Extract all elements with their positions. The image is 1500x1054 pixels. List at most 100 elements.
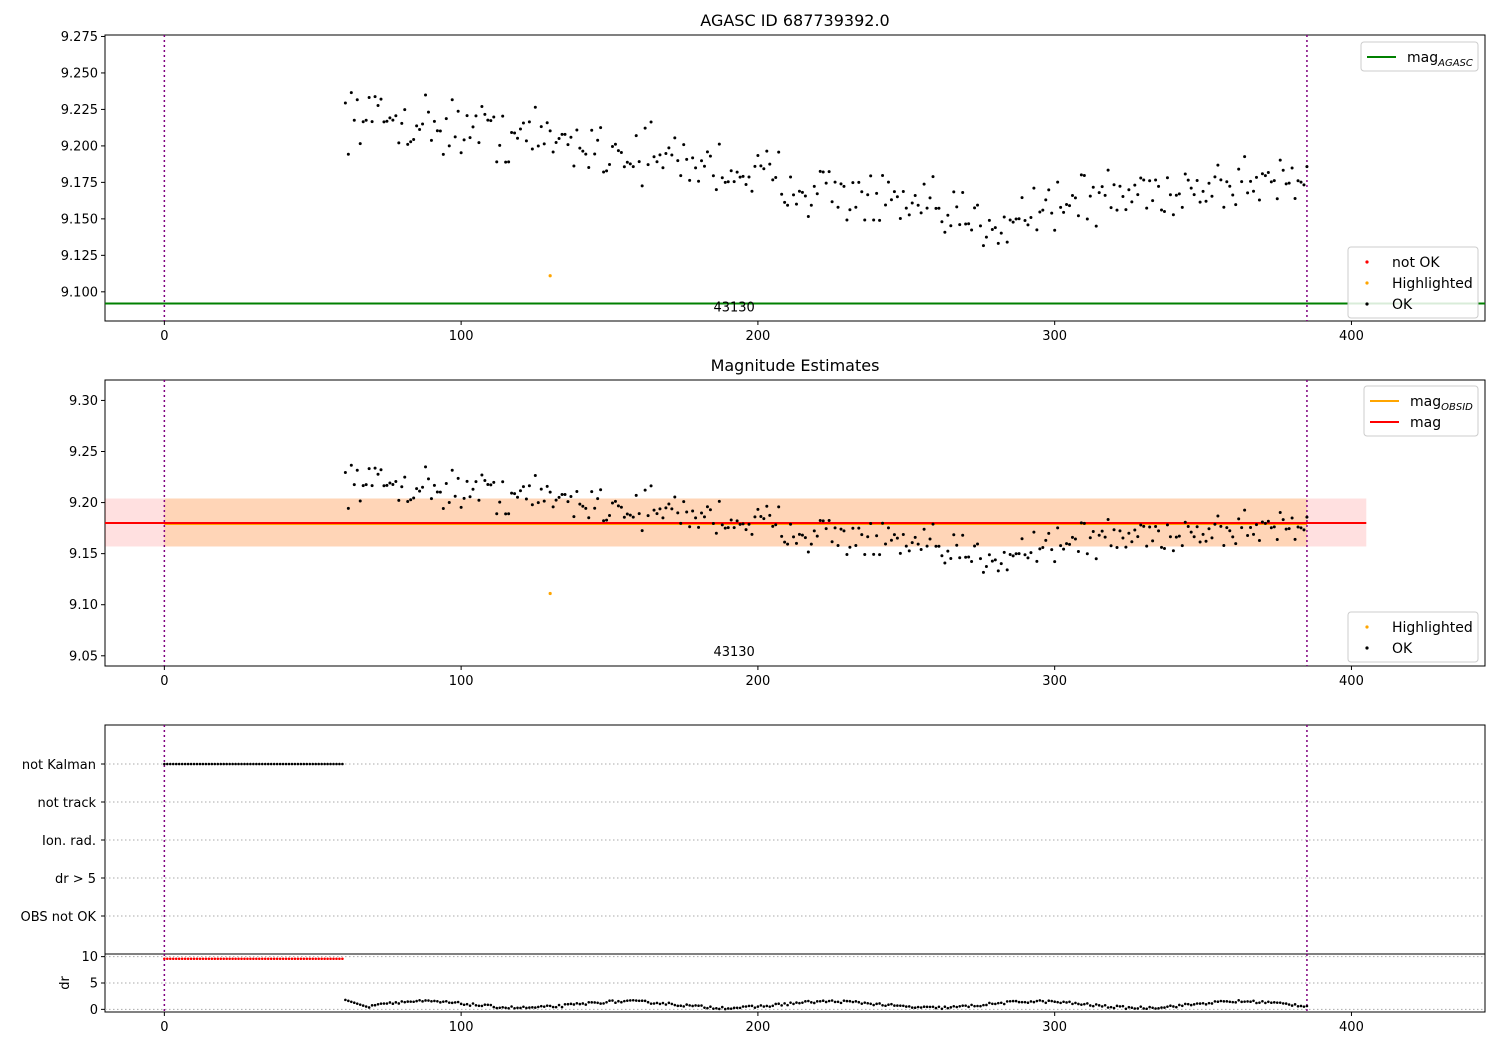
ok-point <box>602 519 606 523</box>
ok-point <box>391 483 395 487</box>
ok-point <box>450 468 454 472</box>
ok-point <box>1011 554 1015 558</box>
dr-point <box>958 1005 962 1008</box>
ok-point <box>1231 535 1235 539</box>
ok-point <box>872 218 876 222</box>
dr-point <box>718 1007 721 1011</box>
ok-point <box>875 191 879 195</box>
ok-point <box>569 135 573 139</box>
ok-point <box>1112 183 1116 187</box>
ok-point <box>643 488 647 492</box>
dr-point <box>1121 1004 1125 1008</box>
ok-point <box>1207 527 1211 531</box>
ok-point <box>376 103 380 107</box>
ok-point <box>812 184 816 188</box>
ok-point <box>510 491 514 495</box>
ok-point <box>842 529 846 533</box>
ok-point <box>599 488 603 492</box>
ok-point <box>729 169 733 173</box>
ok-point <box>1237 167 1241 171</box>
dr-point <box>557 1003 561 1007</box>
dr-point <box>1145 1007 1148 1011</box>
dr-point <box>715 1007 718 1010</box>
dr-high-point <box>231 957 234 961</box>
ok-point <box>741 174 745 178</box>
dr-point <box>1086 1002 1089 1005</box>
dr-point <box>626 999 629 1002</box>
ok-point <box>1115 546 1119 550</box>
ok-point <box>818 169 822 173</box>
ok-point <box>1097 191 1101 195</box>
dr-point <box>979 1004 982 1008</box>
ok-point <box>993 226 997 230</box>
ok-point <box>631 165 635 169</box>
ok-point <box>1171 213 1175 217</box>
dr-point <box>519 1006 522 1010</box>
ok-point <box>349 463 353 467</box>
flag-point <box>296 762 300 766</box>
flag-point <box>266 762 270 766</box>
flag-point <box>166 762 169 766</box>
ok-point <box>593 506 597 510</box>
ok-point <box>1305 515 1309 519</box>
dr-point <box>1136 1007 1140 1010</box>
ok-point <box>424 465 428 469</box>
ok-point <box>904 206 908 210</box>
dr-point <box>344 998 347 1002</box>
dr-point <box>824 1000 828 1004</box>
dr-point <box>664 1003 668 1006</box>
dr-point <box>599 1002 602 1005</box>
dr-point <box>1139 1005 1143 1008</box>
ok-point <box>1192 535 1196 539</box>
dr-point <box>379 1002 383 1005</box>
dr-point <box>667 1001 671 1005</box>
ok-point <box>557 495 561 499</box>
ok-point <box>824 181 828 185</box>
dr-high-point <box>284 957 288 961</box>
ok-point <box>513 492 517 496</box>
dr-point <box>789 1001 792 1004</box>
ok-point <box>397 498 401 502</box>
dr-high-point <box>225 957 228 961</box>
flag-point <box>258 762 261 766</box>
ok-point <box>747 175 751 179</box>
ok-point <box>352 118 356 122</box>
dr-point <box>1115 1004 1119 1008</box>
ok-point <box>1079 521 1083 525</box>
dr-point <box>804 1000 807 1003</box>
ok-point <box>970 559 974 563</box>
ok-point <box>1207 181 1211 185</box>
dr-point <box>881 1003 884 1007</box>
ok-point <box>762 167 766 171</box>
ok-point <box>655 160 659 164</box>
dr-point <box>943 1005 947 1009</box>
ok-point <box>694 166 698 170</box>
dr-point <box>1011 999 1015 1003</box>
dr-point <box>391 1002 395 1006</box>
dr-point <box>1094 1003 1098 1006</box>
ok-point <box>723 526 727 530</box>
dr-point <box>444 999 448 1003</box>
ok-point <box>1139 176 1143 180</box>
ok-point <box>343 471 347 475</box>
ok-point <box>863 218 867 222</box>
dr-point <box>1017 1000 1021 1004</box>
ok-point <box>1082 521 1086 525</box>
ok-point <box>447 501 451 505</box>
ok-point <box>765 149 769 153</box>
ok-point <box>634 134 638 138</box>
ok-point <box>996 569 1000 573</box>
dr-point <box>510 1005 513 1008</box>
ok-point <box>581 504 585 508</box>
dr-point <box>1097 1004 1101 1007</box>
ok-point <box>750 532 754 536</box>
ok-point <box>355 468 359 472</box>
ok-point <box>1195 179 1199 183</box>
y-tick-label: 9.225 <box>61 103 98 118</box>
ok-point <box>964 222 968 226</box>
ok-point <box>747 522 751 526</box>
ok-point <box>1050 211 1054 215</box>
ok-point <box>1118 184 1122 188</box>
ok-point <box>507 512 511 516</box>
ok-point <box>676 511 680 515</box>
